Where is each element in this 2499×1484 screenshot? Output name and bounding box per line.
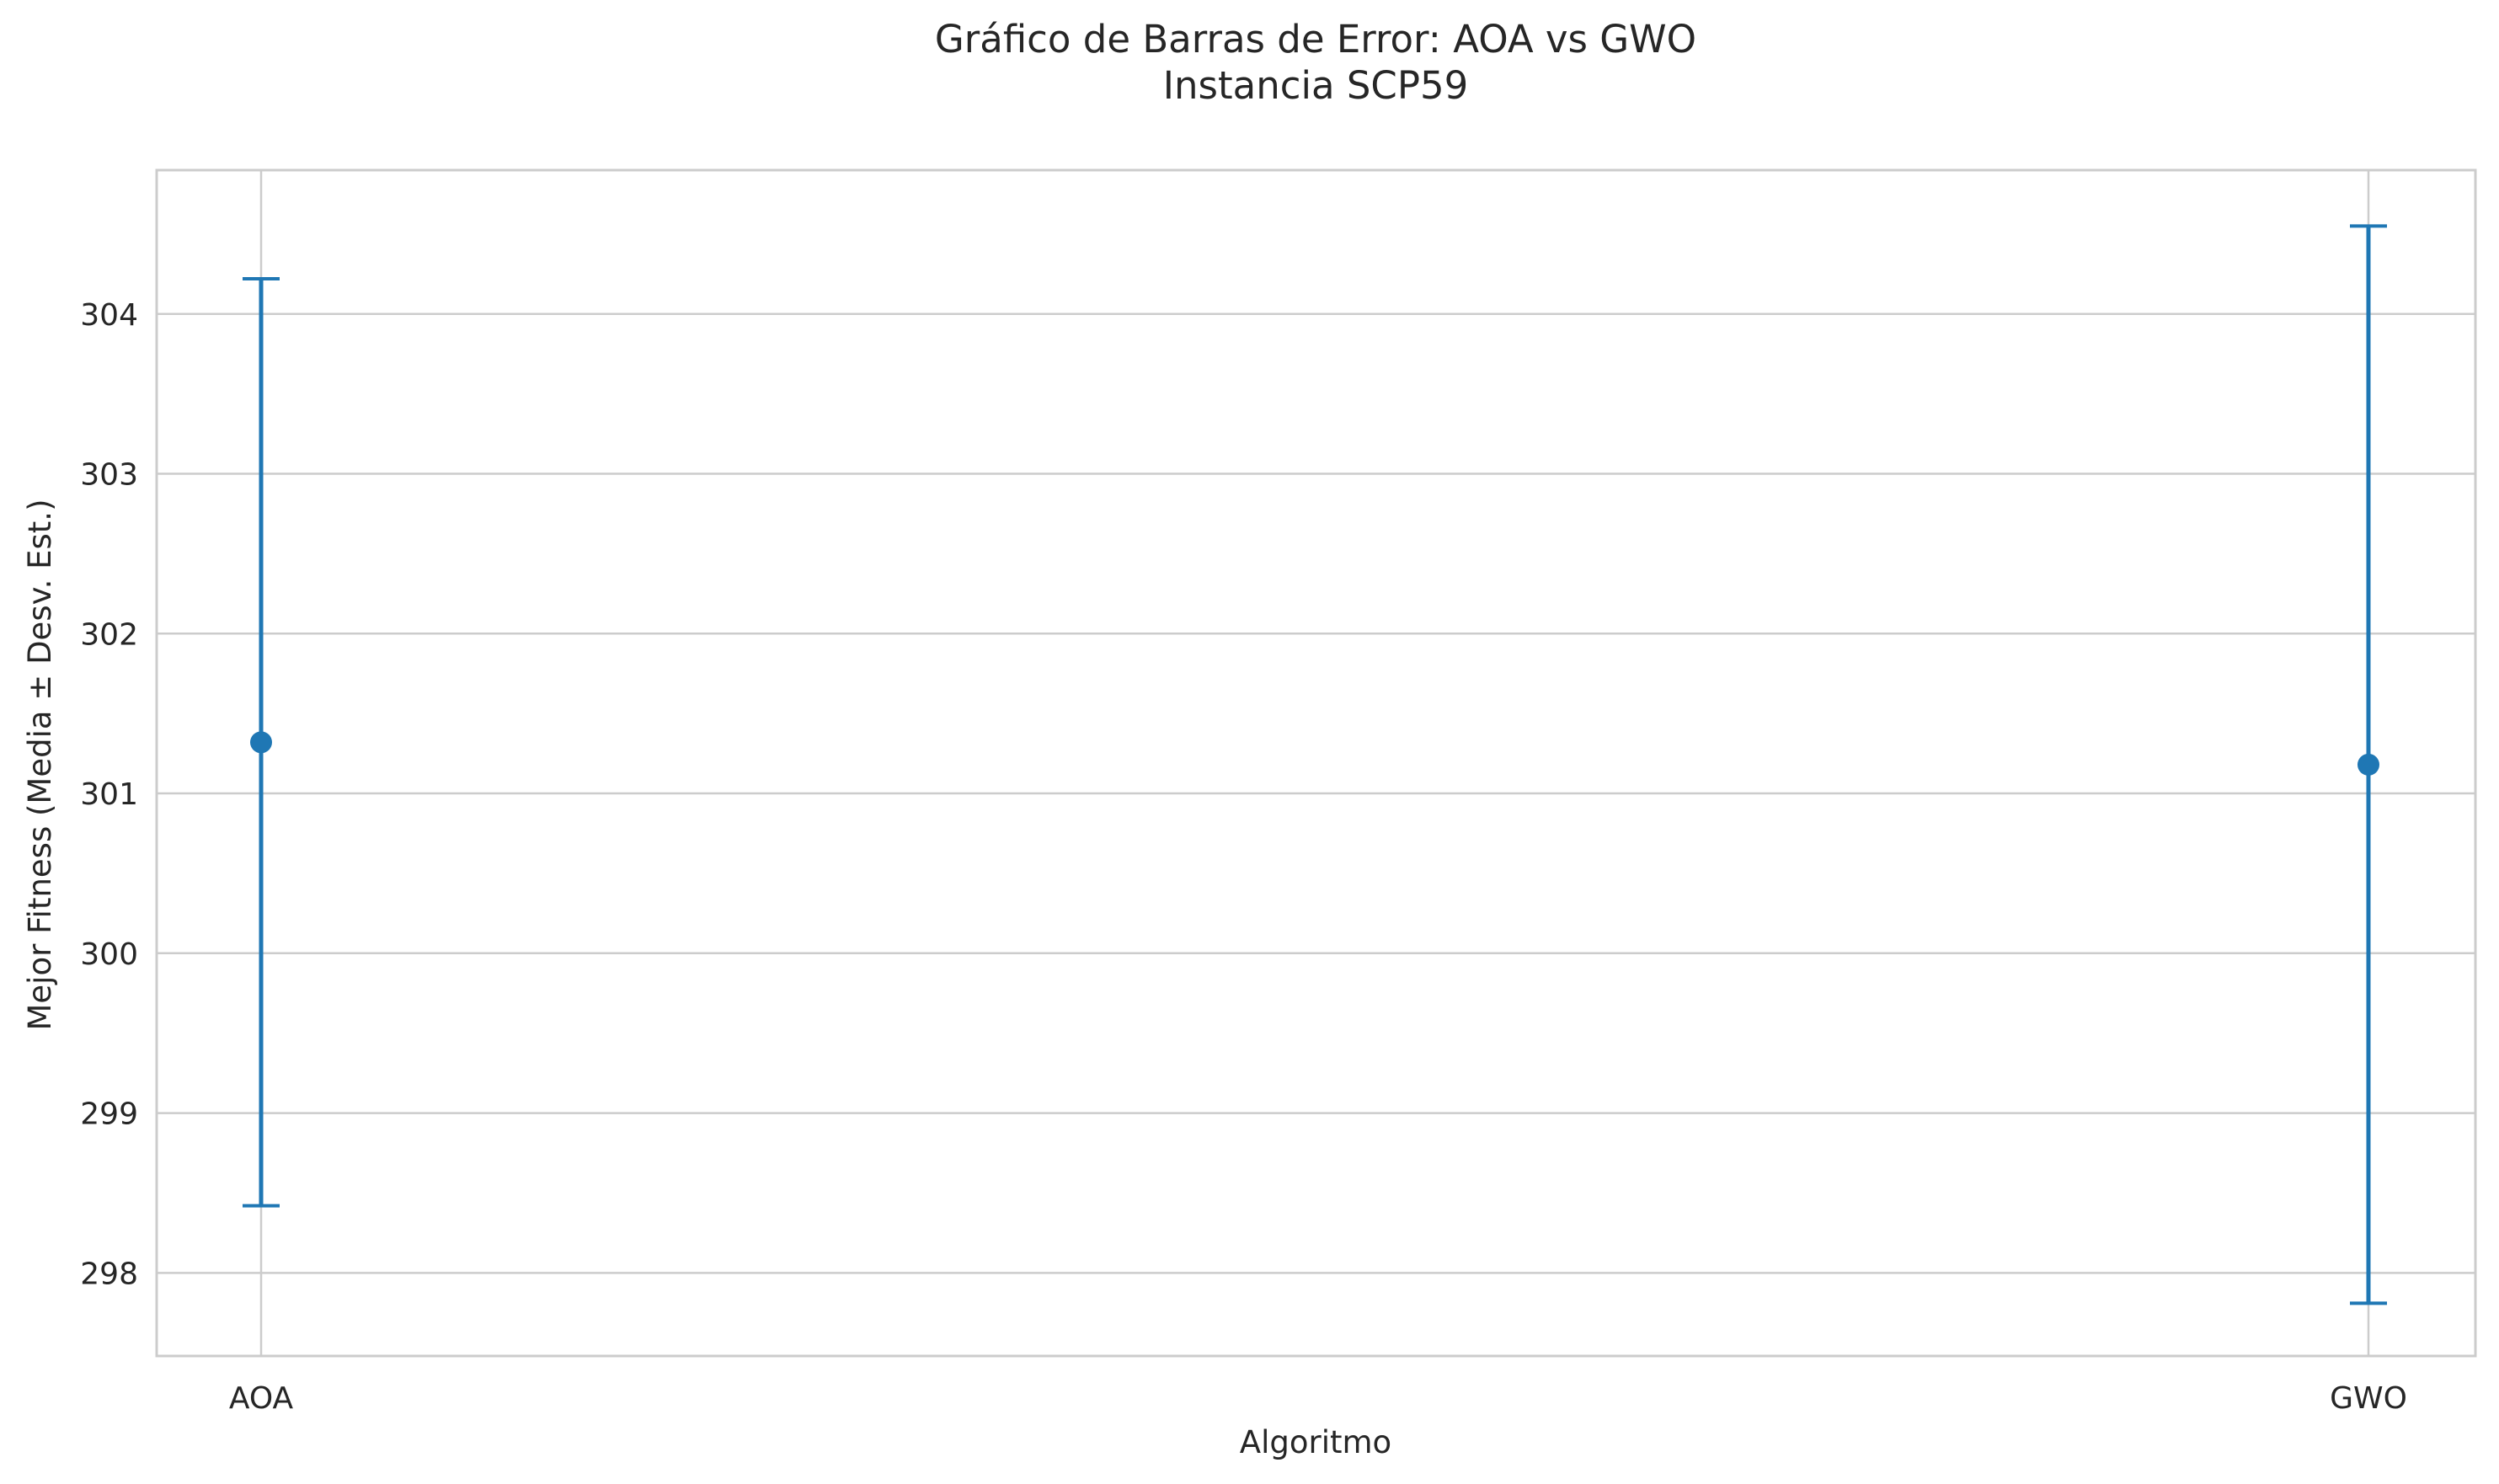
- y-tick-label-3: 301: [80, 777, 138, 812]
- x-tick-label-aoa: AOA: [229, 1381, 294, 1416]
- x-axis-label: Algoritmo: [1240, 1424, 1391, 1460]
- y-tick-label-6: 304: [80, 298, 138, 333]
- y-axis-label: Mejor Fitness (Media ± Desv. Est.): [22, 499, 58, 1030]
- x-tick-label-gwo: GWO: [2330, 1381, 2407, 1416]
- y-tick-label-0: 298: [80, 1257, 138, 1291]
- axis-ticks: 298 299 300 301 302 303 304 AOA GWO: [80, 298, 2407, 1416]
- mean-point-gwo: [2357, 753, 2379, 776]
- chart-subtitle: Instancia SCP59: [1163, 63, 1468, 108]
- plot-area-frame: [155, 168, 2477, 1358]
- chart-title: Gráfico de Barras de Error: AOA vs GWO: [935, 17, 1696, 61]
- y-tick-label-2: 300: [80, 937, 138, 972]
- error-bar-gwo: [2350, 224, 2387, 1305]
- error-bar-series: [243, 224, 2387, 1305]
- error-bar-aoa: [243, 277, 280, 1208]
- y-tick-label-4: 302: [80, 617, 138, 652]
- mean-point-aoa: [250, 731, 272, 754]
- grid-lines: [157, 170, 2475, 1356]
- y-tick-label-1: 299: [80, 1097, 138, 1132]
- y-tick-label-5: 303: [80, 458, 138, 493]
